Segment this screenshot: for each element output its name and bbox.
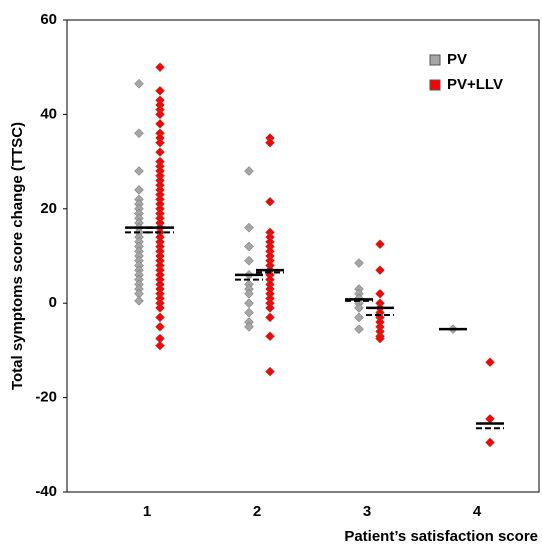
y-tick-label: 40 (40, 105, 57, 122)
data-point (155, 321, 165, 332)
data-point (155, 147, 165, 158)
data-point (485, 437, 495, 448)
data-point (354, 258, 364, 268)
data-point (244, 166, 254, 176)
data-point (244, 222, 254, 233)
x-tick-label: 4 (473, 503, 482, 520)
data-point (155, 312, 165, 323)
data-point (155, 137, 165, 148)
data-point (155, 118, 165, 129)
data-point (134, 78, 144, 89)
legend-swatch (429, 54, 441, 66)
data-point (244, 321, 254, 332)
data-point (155, 62, 165, 73)
y-tick-label: -20 (35, 389, 57, 406)
x-axis-label: Patient’s satisfaction score (344, 528, 538, 545)
y-tick-label: 60 (40, 11, 57, 28)
data-point (134, 166, 144, 176)
data-point (354, 312, 364, 323)
x-tick-label: 2 (253, 503, 261, 520)
data-point (134, 185, 144, 195)
data-point (375, 239, 385, 250)
data-point (265, 366, 275, 377)
data-point (265, 196, 275, 207)
data-point (265, 303, 275, 313)
y-tick-label: -40 (35, 483, 57, 500)
y-tick-label: 20 (40, 200, 57, 217)
data-point (134, 128, 144, 139)
data-point (134, 295, 144, 306)
y-tick-label: 0 (49, 294, 57, 311)
data-point (155, 109, 165, 120)
data-point (265, 312, 275, 323)
legend-label: PV (447, 51, 467, 68)
y-axis-label: Total symptoms score change (TTSC) (9, 122, 26, 390)
data-point (244, 241, 254, 252)
data-point (155, 340, 165, 351)
legend-swatch (429, 79, 441, 91)
data-point (155, 85, 165, 96)
data-point (265, 137, 275, 148)
data-point (354, 303, 364, 313)
x-tick-label: 1 (143, 503, 151, 520)
data-point (375, 265, 385, 276)
x-tick-label: 3 (363, 503, 371, 520)
data-point (375, 288, 385, 299)
data-point (155, 303, 165, 313)
data-point (244, 288, 254, 299)
data-point (485, 413, 495, 424)
data-point (485, 357, 495, 368)
data-point (354, 324, 364, 335)
data-point (244, 298, 254, 309)
data-point (265, 331, 275, 342)
plot-frame (66, 19, 540, 493)
data-point (244, 255, 254, 266)
legend-label: PV+LLV (447, 76, 503, 93)
data-point (244, 307, 254, 318)
data-point (375, 333, 385, 344)
